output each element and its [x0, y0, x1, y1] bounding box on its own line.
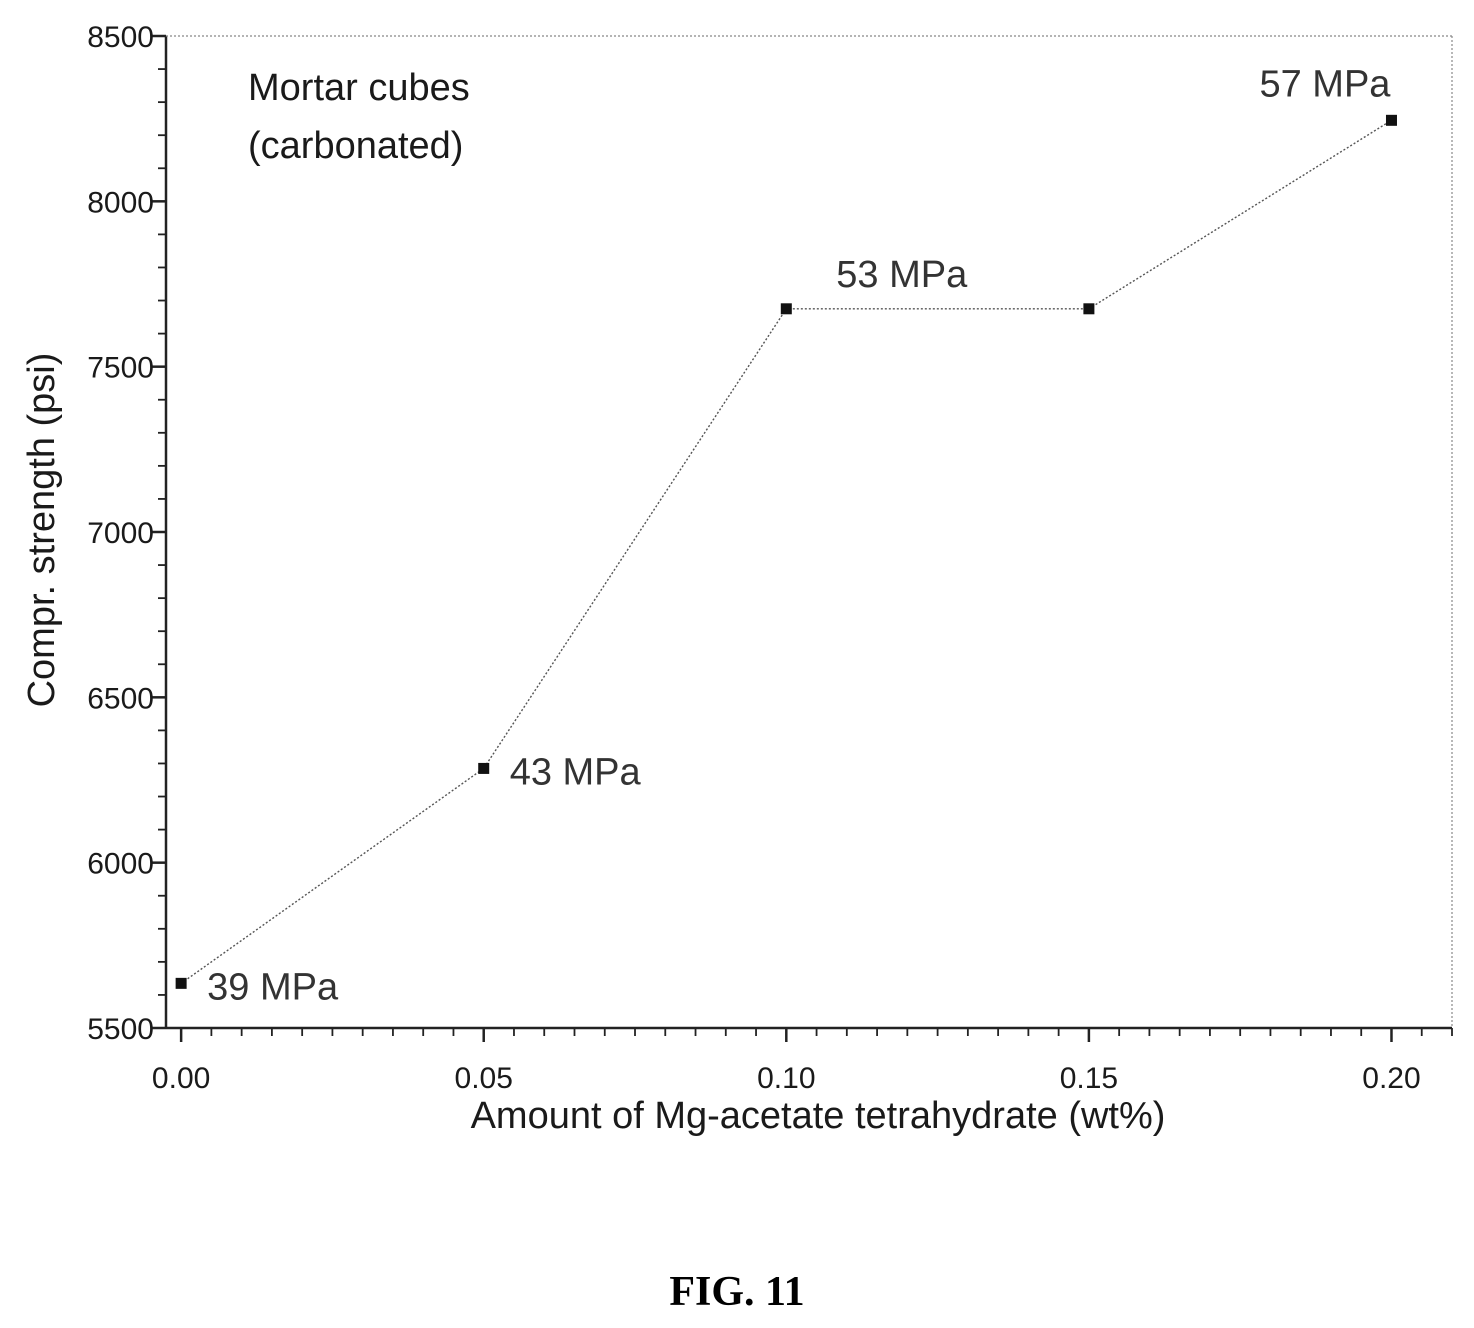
y-tick-label: 6000 [87, 848, 154, 881]
data-label: 39 MPa [207, 966, 339, 1008]
series [175, 114, 1397, 989]
data-point [780, 303, 792, 315]
y-tick-label: 7000 [87, 517, 154, 550]
y-tick-label: 8000 [87, 186, 154, 219]
x-tick-label: 0.20 [1362, 1062, 1420, 1095]
data-point [175, 977, 187, 989]
data-point [478, 762, 490, 774]
chart-annotation-line-2: (carbonated) [248, 125, 463, 167]
data-label: 57 MPa [1259, 63, 1391, 105]
chart-annotation-line-1: Mortar cubes [248, 67, 470, 109]
x-tick-label: 0.00 [152, 1062, 210, 1095]
data-label: 53 MPa [836, 254, 968, 296]
y-tick-labels: 5500 6000 6500 7000 7500 8000 8500 [87, 21, 154, 1046]
x-tick-label: 0.05 [455, 1062, 513, 1095]
plot-frame [164, 35, 1453, 1030]
data-labels: 39 MPa 43 MPa 53 MPa 57 MPa [207, 63, 1391, 1008]
x-axis-title: Amount of Mg-acetate tetrahydrate (wt%) [471, 1095, 1166, 1137]
chart: 0.00 0.05 0.10 0.15 0.20 5500 6000 6500 7000 750… [21, 21, 1453, 1137]
y-tick-label: 8500 [87, 21, 154, 54]
data-point [1083, 303, 1095, 315]
figure-caption: FIG. 11 [669, 1269, 805, 1315]
y-tick-label: 7500 [87, 352, 154, 385]
series-line [180, 119, 1392, 984]
data-label: 43 MPa [510, 751, 642, 793]
x-tick-labels: 0.00 0.05 0.10 0.15 0.20 [152, 1062, 1421, 1095]
x-tick-label: 0.10 [757, 1062, 815, 1095]
y-tick-label: 6500 [87, 682, 154, 715]
y-axis-title: Compr. strength (psi) [21, 353, 63, 708]
x-tick-label: 0.15 [1060, 1062, 1118, 1095]
data-point [1385, 114, 1397, 126]
y-tick-label: 5500 [87, 1013, 154, 1046]
axis-ticks [152, 34, 1453, 1042]
